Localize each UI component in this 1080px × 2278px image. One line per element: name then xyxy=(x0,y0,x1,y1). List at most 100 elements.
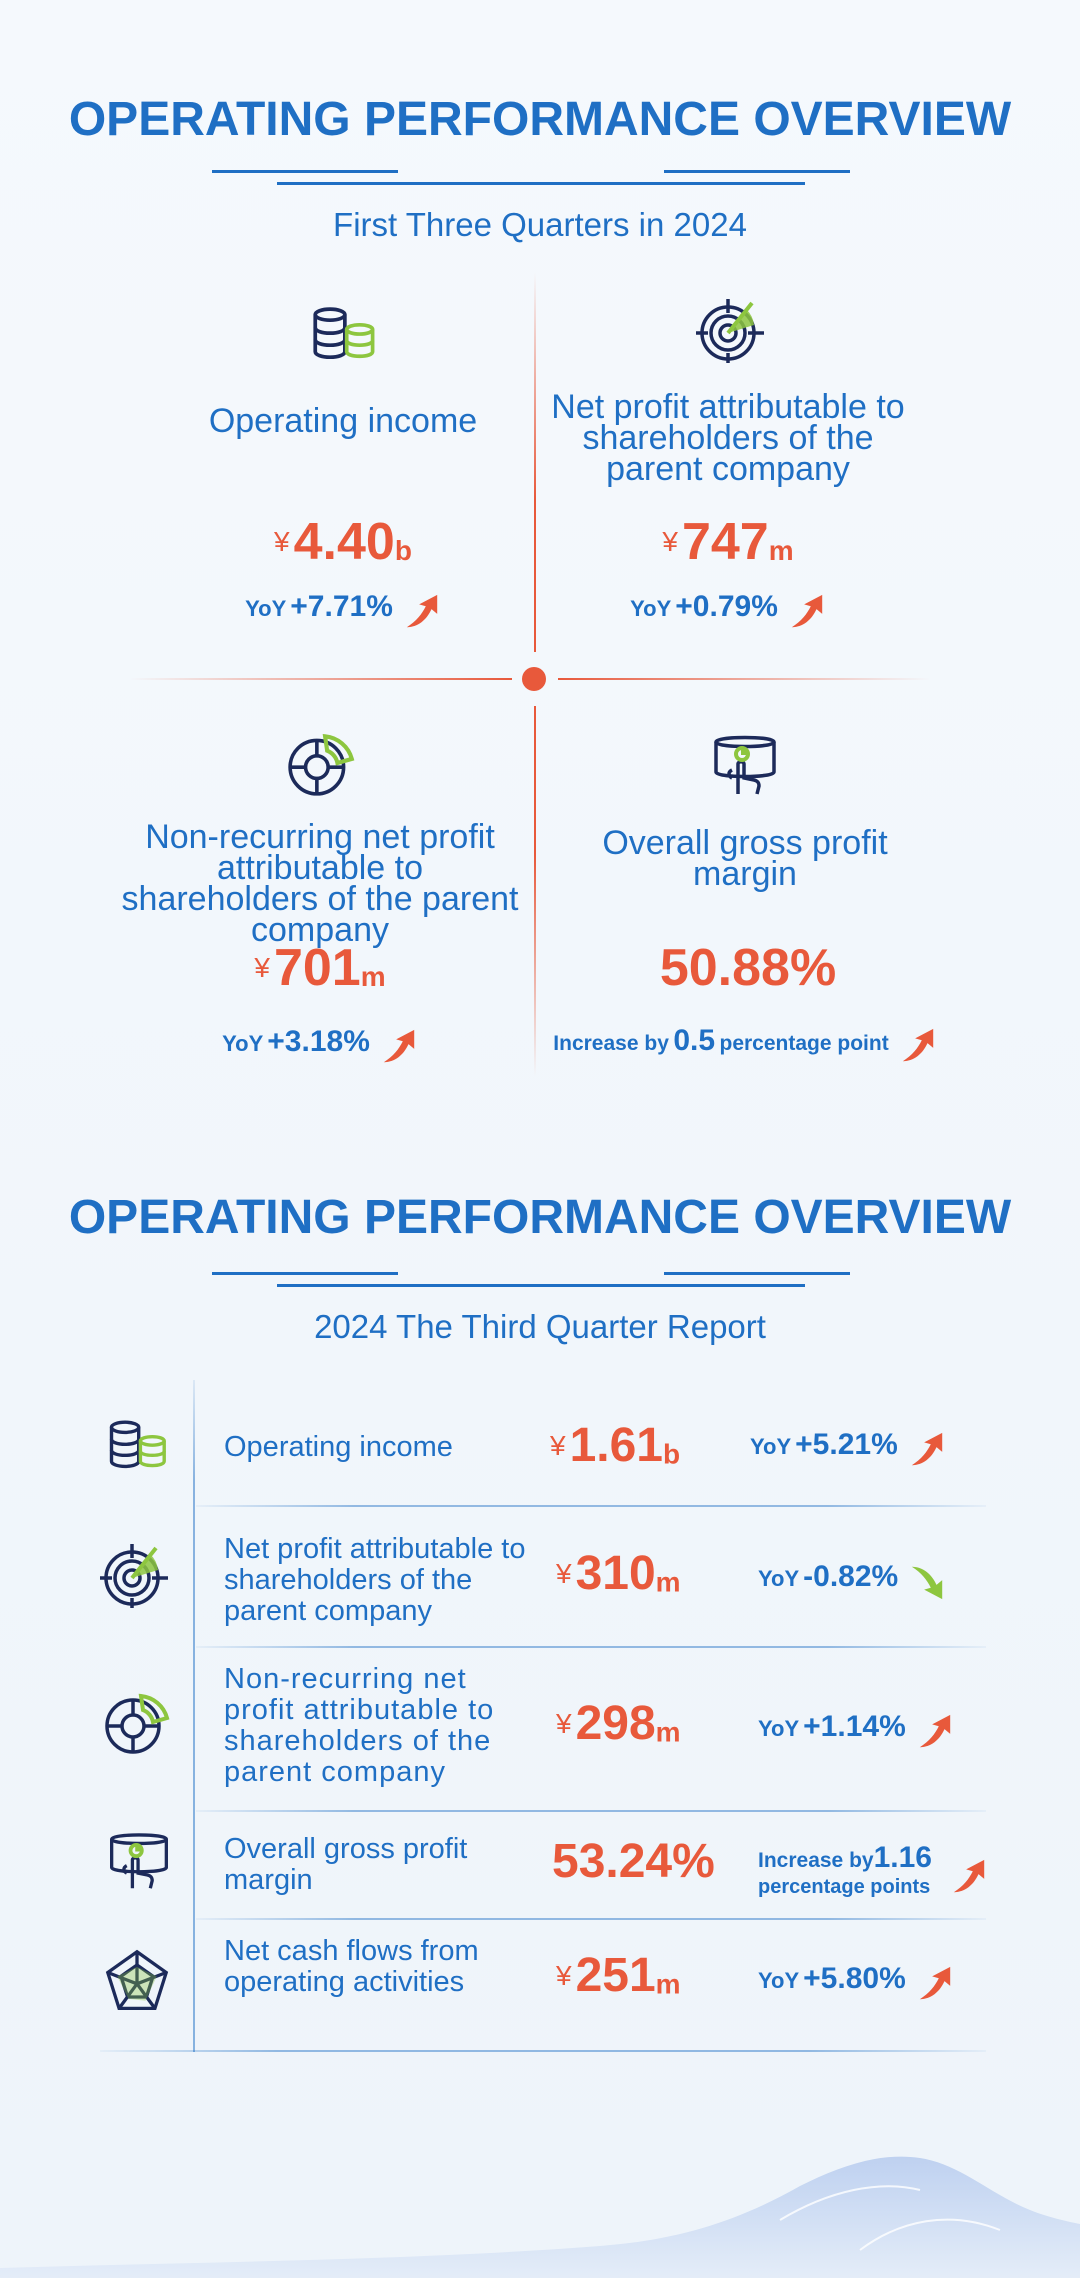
divider-vertical-top xyxy=(534,272,536,652)
card-value: ¥701m xyxy=(118,938,522,998)
value-number: 298 xyxy=(575,1697,656,1750)
value-unit: b xyxy=(663,1438,681,1470)
row-yoy: YoY +1.14% xyxy=(758,1710,954,1751)
change-prefix: Increase by xyxy=(758,1849,874,1872)
row-value: 53.24% xyxy=(552,1834,752,1889)
trend-up-icon xyxy=(380,1028,418,1066)
row-yoy: YoY -0.82% xyxy=(758,1560,946,1601)
title-underline-right xyxy=(664,170,850,173)
value-unit: m xyxy=(655,1968,681,2000)
coin-stack-icon xyxy=(306,305,380,365)
row-value: ¥1.61b xyxy=(550,1418,710,1473)
change-suffix: percentage points xyxy=(758,1876,931,1898)
change-suffix: percentage point xyxy=(719,1032,889,1055)
value-unit: m xyxy=(360,961,386,993)
card-label: Non-recurring net profit attributable to… xyxy=(121,818,519,949)
target-icon xyxy=(696,295,766,365)
row-divider xyxy=(100,2050,986,2052)
row-value: ¥310m xyxy=(556,1546,716,1601)
value-number: 701 xyxy=(273,939,361,997)
divider-vertical-bottom xyxy=(534,706,536,1076)
donut-chart-icon xyxy=(103,1686,173,1756)
donut-chart-icon xyxy=(286,726,358,798)
section1-subtitle: First Three Quarters in 2024 xyxy=(333,206,747,243)
row-divider xyxy=(196,1810,986,1812)
row-label: Net cash flows from operating activities xyxy=(224,1935,479,1998)
value-unit: m xyxy=(768,535,794,567)
yoy-change: +5.80% xyxy=(803,1962,906,1995)
title-underline-left xyxy=(212,170,398,173)
card-label: Operating income xyxy=(208,402,478,440)
yoy-prefix: YoY xyxy=(750,1434,792,1459)
row-change: Increase by1.16 percentage points xyxy=(758,1843,938,1901)
row-label: Operating income xyxy=(224,1431,453,1463)
radar-chart-icon xyxy=(104,1948,170,2014)
value-unit: m xyxy=(655,1566,681,1598)
yoy-change: +0.79% xyxy=(675,590,778,623)
yoy-prefix: YoY xyxy=(758,1968,800,1993)
yoy-change: -0.82% xyxy=(803,1560,899,1593)
card-change: Increase by 0.5 percentage point xyxy=(540,1024,950,1065)
change-value: 0.5 xyxy=(673,1024,716,1057)
title-underline-left xyxy=(212,1272,398,1275)
row-divider xyxy=(196,1918,986,1920)
touch-screen-icon xyxy=(106,1826,172,1892)
card-yoy: YoY +3.18% xyxy=(118,1025,522,1066)
row-label: Net profit attributable to shareholders … xyxy=(224,1533,526,1627)
table-vertical-line xyxy=(193,1380,195,2052)
yoy-change: +3.18% xyxy=(267,1025,370,1058)
yoy-prefix: YoY xyxy=(245,596,287,621)
trend-up-icon xyxy=(916,1965,954,2003)
currency-symbol: ¥ xyxy=(274,526,290,557)
coin-stack-icon xyxy=(103,1418,171,1474)
row-divider xyxy=(196,1505,986,1507)
trend-up-icon xyxy=(908,1431,946,1469)
card-value: ¥747m xyxy=(550,512,906,572)
trend-up-icon xyxy=(403,593,441,631)
trend-up-icon xyxy=(899,1027,937,1065)
target-icon xyxy=(100,1540,170,1610)
trend-down-icon xyxy=(908,1563,946,1601)
card-value: 50.88% xyxy=(550,938,946,998)
currency-symbol: ¥ xyxy=(662,526,678,557)
yoy-prefix: YoY xyxy=(758,1566,800,1591)
section2-subtitle: 2024 The Third Quarter Report xyxy=(314,1308,766,1345)
currency-symbol: ¥ xyxy=(556,1557,572,1589)
trend-up-icon xyxy=(916,1713,954,1751)
card-label: Net profit attributable to shareholders … xyxy=(551,388,905,488)
currency-symbol: ¥ xyxy=(556,1959,572,1991)
yoy-prefix: YoY xyxy=(758,1716,800,1741)
currency-symbol: ¥ xyxy=(556,1707,572,1739)
touch-screen-icon xyxy=(710,728,780,798)
title-underline-center xyxy=(277,1284,805,1287)
divider-horizontal-left xyxy=(130,678,512,680)
yoy-prefix: YoY xyxy=(222,1031,264,1056)
trend-up-icon xyxy=(950,1858,988,1896)
yoy-change: +1.14% xyxy=(803,1710,906,1743)
value-number: 310 xyxy=(575,1547,656,1600)
title-underline-center xyxy=(277,182,805,185)
currency-symbol: ¥ xyxy=(254,952,270,983)
card-yoy: YoY +0.79% xyxy=(550,590,906,631)
value-number: 53.24% xyxy=(552,1835,715,1888)
yoy-prefix: YoY xyxy=(630,596,672,621)
currency-symbol: ¥ xyxy=(550,1429,566,1461)
value-unit: b xyxy=(394,535,412,567)
title-underline-right xyxy=(664,1272,850,1275)
change-prefix: Increase by xyxy=(553,1032,669,1055)
trend-up-icon xyxy=(788,593,826,631)
row-value: ¥298m xyxy=(556,1696,716,1751)
row-yoy: YoY +5.21% xyxy=(750,1428,946,1469)
divider-horizontal-right xyxy=(558,678,930,680)
divider-center-dot xyxy=(522,667,546,691)
card-yoy: YoY +7.71% xyxy=(160,590,526,631)
row-label: Non-recurring net profit attributable to… xyxy=(224,1663,495,1788)
section2-title: OPERATING PERFORMANCE OVERVIEW xyxy=(68,1191,1012,1244)
card-label: Overall gross profit margin xyxy=(602,824,888,893)
value-number: 50.88% xyxy=(659,939,837,997)
value-number: 4.40 xyxy=(293,513,395,571)
row-yoy: YoY +5.80% xyxy=(758,1962,954,2003)
value-number: 1.61 xyxy=(569,1419,663,1472)
card-value: ¥4.40b xyxy=(160,512,526,572)
row-value: ¥251m xyxy=(556,1948,716,2003)
